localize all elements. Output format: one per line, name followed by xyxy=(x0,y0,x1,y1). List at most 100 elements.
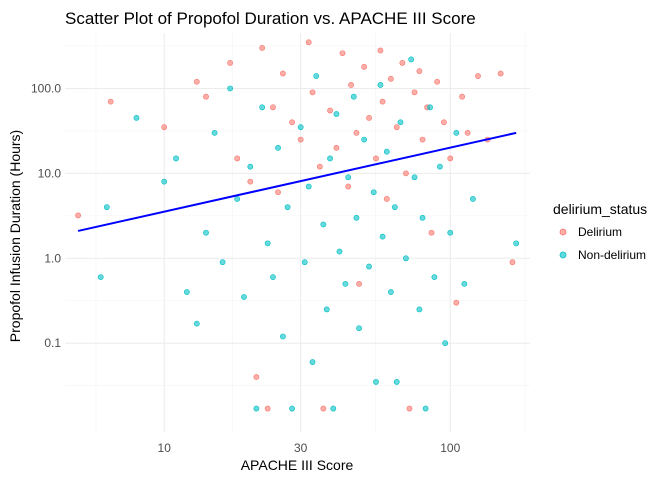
data-point xyxy=(416,306,423,313)
data-point xyxy=(203,93,209,100)
data-point xyxy=(305,183,312,190)
data-point xyxy=(173,155,179,162)
y-tick-label: 0.1 xyxy=(44,336,61,350)
legend: delirium_status Delirium Non-delirium xyxy=(553,201,647,262)
data-point xyxy=(377,47,384,54)
data-point xyxy=(345,183,352,190)
points xyxy=(75,39,520,412)
data-point xyxy=(497,70,504,77)
data-point xyxy=(161,124,168,131)
data-point xyxy=(161,178,168,185)
data-point xyxy=(316,163,323,170)
x-tick-label: 30 xyxy=(294,441,308,455)
data-point xyxy=(434,78,441,85)
data-point xyxy=(284,204,291,211)
data-point xyxy=(391,204,398,211)
legend-key xyxy=(559,251,567,259)
data-point xyxy=(437,163,443,170)
x-axis-ticks: 10 30 100 xyxy=(158,441,461,455)
data-point xyxy=(333,144,340,151)
data-point xyxy=(234,196,241,202)
data-point xyxy=(241,294,247,300)
series-non-delirium xyxy=(97,56,520,412)
data-point xyxy=(475,73,481,79)
data-point xyxy=(353,214,360,221)
data-point xyxy=(379,98,386,105)
data-point xyxy=(253,374,260,380)
chart-title: Scatter Plot of Propofol Duration vs. AP… xyxy=(65,9,476,28)
data-point xyxy=(377,82,384,88)
data-point xyxy=(453,299,460,306)
data-point xyxy=(373,155,379,162)
data-point xyxy=(275,144,281,151)
y-tick-label: 1.0 xyxy=(44,251,61,265)
data-point xyxy=(309,89,316,96)
data-point xyxy=(361,63,368,70)
data-point xyxy=(408,56,415,63)
data-point xyxy=(320,221,327,228)
data-point xyxy=(461,280,468,287)
data-point xyxy=(313,73,320,79)
data-point xyxy=(133,115,140,121)
data-point xyxy=(193,78,200,85)
data-point xyxy=(509,259,516,266)
data-point xyxy=(342,280,349,287)
data-point xyxy=(264,240,271,247)
data-point xyxy=(403,255,409,262)
data-point xyxy=(227,85,234,92)
data-point xyxy=(464,129,471,136)
data-point xyxy=(305,39,312,46)
x-axis-title: APACHE III Score xyxy=(241,457,354,473)
data-point xyxy=(211,129,218,136)
data-point xyxy=(259,104,266,111)
grid xyxy=(65,33,530,432)
data-point xyxy=(219,259,226,266)
data-point xyxy=(350,93,357,100)
data-point xyxy=(422,405,429,412)
data-point xyxy=(75,212,81,219)
data-point xyxy=(416,68,423,75)
data-point xyxy=(103,204,110,211)
data-point xyxy=(301,259,308,266)
series-delirium xyxy=(75,39,516,412)
data-point xyxy=(323,306,330,313)
data-point xyxy=(297,124,304,131)
data-point xyxy=(327,107,333,114)
data-point xyxy=(431,274,438,281)
data-point xyxy=(383,196,390,202)
legend-label: Non-delirium xyxy=(578,248,646,262)
data-point xyxy=(270,104,276,111)
data-point xyxy=(397,119,404,126)
legend-title: delirium_status xyxy=(553,201,647,217)
data-point xyxy=(253,405,260,412)
data-point xyxy=(247,163,254,170)
legend-key xyxy=(559,228,567,236)
data-point xyxy=(470,196,476,202)
data-point xyxy=(297,136,304,143)
data-point xyxy=(387,289,394,295)
data-point xyxy=(442,340,449,347)
data-point xyxy=(361,136,368,143)
data-point xyxy=(275,189,281,196)
trend-line xyxy=(77,131,517,232)
data-point xyxy=(339,50,346,57)
data-point xyxy=(356,280,362,287)
data-point xyxy=(411,174,418,181)
data-point xyxy=(428,229,435,236)
data-point xyxy=(393,379,400,385)
legend-entry: Delirium xyxy=(559,225,622,239)
data-point xyxy=(264,405,271,412)
y-tick-label: 100.0 xyxy=(31,81,61,95)
data-point xyxy=(373,379,379,385)
data-point xyxy=(247,178,254,185)
data-point xyxy=(366,115,372,121)
data-point xyxy=(447,155,454,162)
data-point xyxy=(427,104,433,111)
data-point xyxy=(383,148,390,155)
data-point xyxy=(203,229,209,236)
data-point xyxy=(353,129,360,136)
data-point xyxy=(289,405,296,412)
y-axis-ticks: 0.1 1.0 10.0 100.0 xyxy=(31,81,61,350)
data-point xyxy=(345,174,352,181)
